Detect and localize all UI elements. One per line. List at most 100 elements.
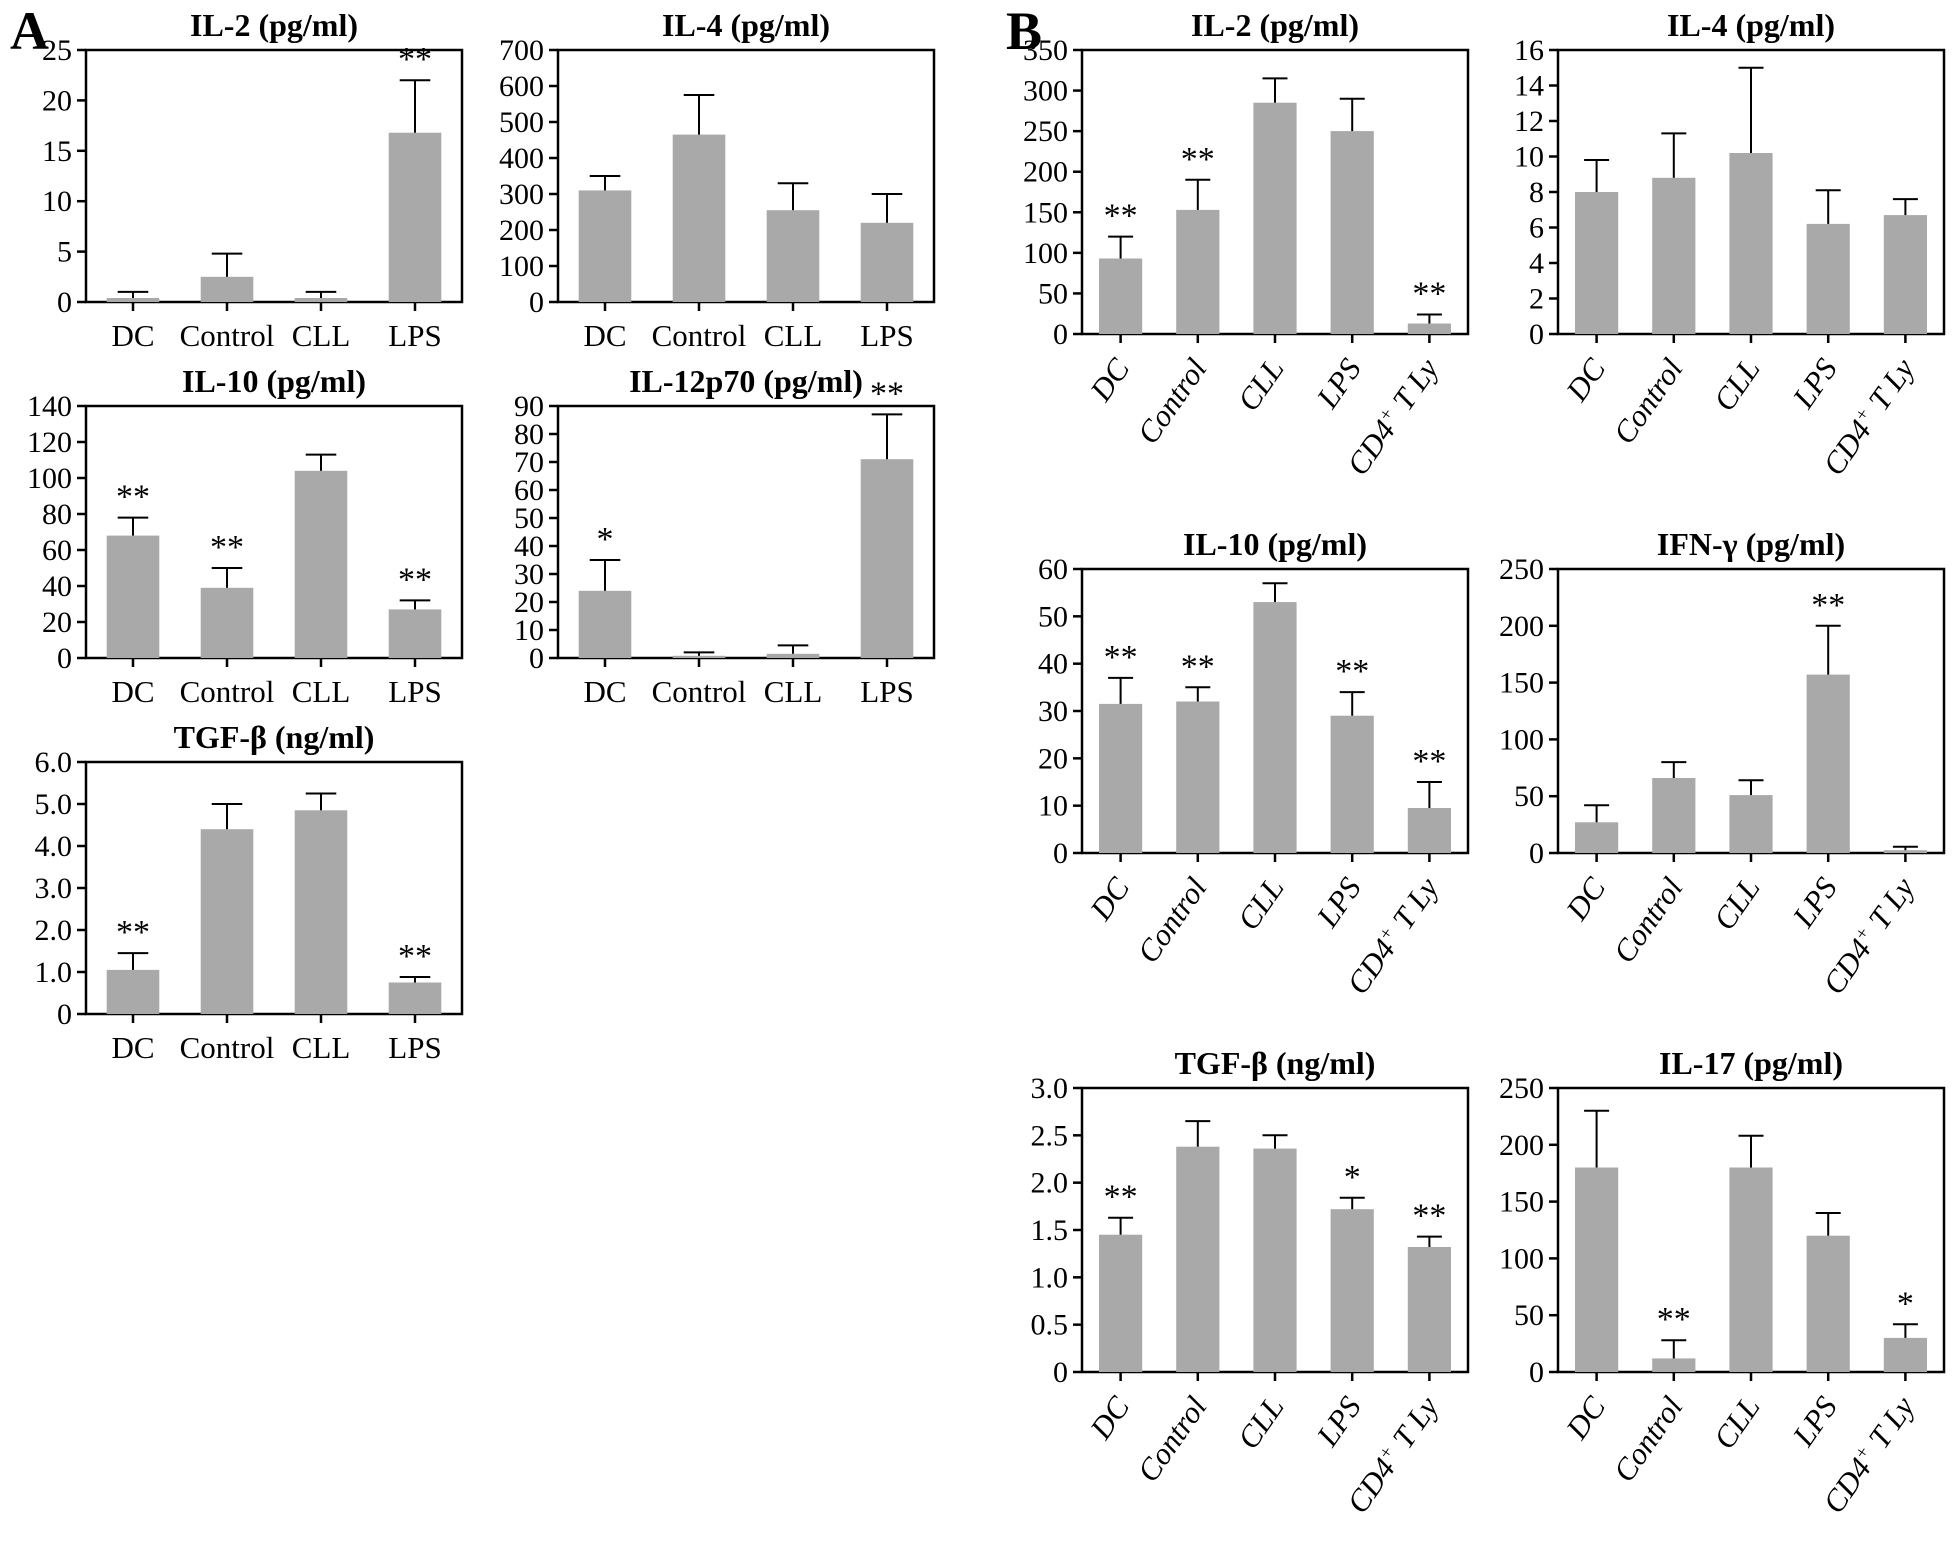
chart-title: IL-17 (pg/ml) (1659, 1045, 1843, 1081)
bar-cd4-t-ly (1883, 215, 1927, 334)
plot-frame (556, 404, 936, 660)
y-tick-label: 50 (1514, 1299, 1544, 1332)
bar-cd4-t-ly (1883, 1337, 1927, 1372)
y-tick-label: 6 (1529, 212, 1544, 245)
bar-control (1652, 1358, 1696, 1372)
significance-marker: ** (1412, 743, 1446, 780)
significance-marker: ** (1412, 276, 1446, 313)
chart-a-il4: IL-4 (pg/ml) 0 100 200 300 400 500 600 700 DC Cont… (478, 4, 950, 360)
y-tick-label: 2.5 (1031, 1119, 1069, 1152)
x-category-label: CLL (292, 1030, 351, 1065)
x-category-label: CLL (764, 674, 823, 709)
bar-control (672, 655, 726, 658)
y-tick-label: 80 (514, 418, 544, 451)
y-tick-label: 5 (57, 236, 72, 269)
x-category-label: LPS (1785, 1390, 1844, 1453)
plot-frame (556, 48, 936, 304)
y-tick-label: 0 (1053, 318, 1068, 351)
bar-control (1652, 778, 1696, 853)
bar-lps (388, 982, 442, 1014)
x-category-label: CLL (1230, 871, 1290, 936)
y-tick-label: 300 (1023, 75, 1068, 108)
bar-lps (860, 222, 914, 302)
y-tick-label: 1.5 (1031, 1214, 1069, 1247)
significance-marker: ** (1335, 653, 1369, 690)
panel-b: IL-2 (pg/ml) 0 50 100 150 200 250 300 350 ** DC ** C… (1002, 4, 1953, 1561)
y-tick-label: 200 (1499, 1129, 1544, 1162)
x-category-label: DC (1082, 352, 1136, 408)
bar-control (1176, 701, 1220, 853)
bar-cll (766, 210, 820, 302)
y-tick-label: 10 (514, 614, 544, 647)
chart-title: IL-2 (pg/ml) (190, 7, 358, 43)
x-category-label: DC (583, 318, 626, 353)
significance-marker: ** (1104, 198, 1138, 235)
bar-lps (388, 132, 442, 302)
bar-control (200, 829, 254, 1014)
y-tick-label: 14 (1514, 70, 1544, 103)
y-tick-label: 100 (499, 250, 544, 283)
bar-cll (1253, 602, 1297, 853)
y-tick-label: 20 (1038, 742, 1068, 775)
significance-marker: ** (1104, 1179, 1138, 1216)
chart-title: TGF-β (ng/ml) (174, 719, 375, 755)
bar-control (200, 276, 254, 302)
y-tick-label: 20 (42, 606, 72, 639)
y-tick-label: 2 (1529, 283, 1544, 316)
x-category-label: DC (1558, 352, 1612, 408)
bar-control (672, 134, 726, 302)
x-category-label: CLL (1706, 1390, 1766, 1455)
y-tick-label: 10 (1038, 790, 1068, 823)
y-tick-label: 0 (1529, 1356, 1544, 1389)
bar-cll (294, 298, 348, 302)
bar-control (1176, 1146, 1220, 1372)
y-tick-label: 15 (42, 135, 72, 168)
bar-control (1652, 177, 1696, 334)
y-tick-label: 20 (42, 84, 72, 117)
chart-b-il17: IL-17 (pg/ml) 0 50 100 150 200 250 DC ** Control C… (1478, 1042, 1953, 1561)
y-tick-label: 40 (42, 570, 72, 603)
bar-lps (1806, 1235, 1850, 1372)
bar-dc (1099, 258, 1143, 334)
significance-marker: ** (116, 479, 150, 516)
significance-marker: ** (398, 41, 432, 78)
x-category-label: DC (1082, 871, 1136, 927)
bar-control (200, 587, 254, 658)
significance-marker: ** (1657, 1301, 1691, 1338)
y-tick-label: 1.0 (35, 956, 73, 989)
chart-a-il2: IL-2 (pg/ml) 0 5 10 15 20 25 DC Control CLL ** LPS (6, 4, 478, 360)
y-tick-label: 200 (1499, 610, 1544, 643)
bar-cll (1253, 1148, 1297, 1372)
y-tick-label: 120 (27, 426, 72, 459)
x-category-label: DC (111, 674, 154, 709)
bar-lps (1806, 674, 1850, 853)
y-tick-label: 100 (27, 462, 72, 495)
x-category-label: LPS (388, 1030, 441, 1065)
x-category-label: LPS (1309, 352, 1368, 415)
x-category-label: LPS (860, 318, 913, 353)
y-tick-label: 4 (1529, 247, 1544, 280)
x-category-label: Control (180, 674, 275, 709)
y-tick-label: 5.0 (35, 788, 73, 821)
y-tick-label: 30 (1038, 695, 1068, 728)
bar-dc (106, 535, 160, 658)
chart-title: IL-4 (pg/ml) (662, 7, 830, 43)
y-tick-label: 100 (1499, 723, 1544, 756)
y-tick-label: 250 (1499, 553, 1544, 586)
x-category-label: LPS (860, 674, 913, 709)
significance-marker: ** (398, 561, 432, 598)
y-tick-label: 300 (499, 178, 544, 211)
y-tick-label: 0 (1529, 318, 1544, 351)
x-category-label: Control (652, 674, 747, 709)
y-tick-label: 1.0 (1031, 1261, 1069, 1294)
x-category-label: Control (1130, 1390, 1213, 1488)
x-category-label: CLL (1230, 1390, 1290, 1455)
bar-cd4-t-ly (1883, 850, 1927, 853)
y-tick-label: 500 (499, 106, 544, 139)
chart-b-tgfb: TGF-β (ng/ml) 0 0.5 1.0 1.5 2.0 2.5 3.0 ** DC Cont… (1002, 1042, 1478, 1561)
bar-cd4-t-ly (1407, 808, 1451, 853)
x-category-label: LPS (388, 318, 441, 353)
y-tick-label: 50 (514, 502, 544, 535)
y-tick-label: 16 (1514, 34, 1544, 67)
